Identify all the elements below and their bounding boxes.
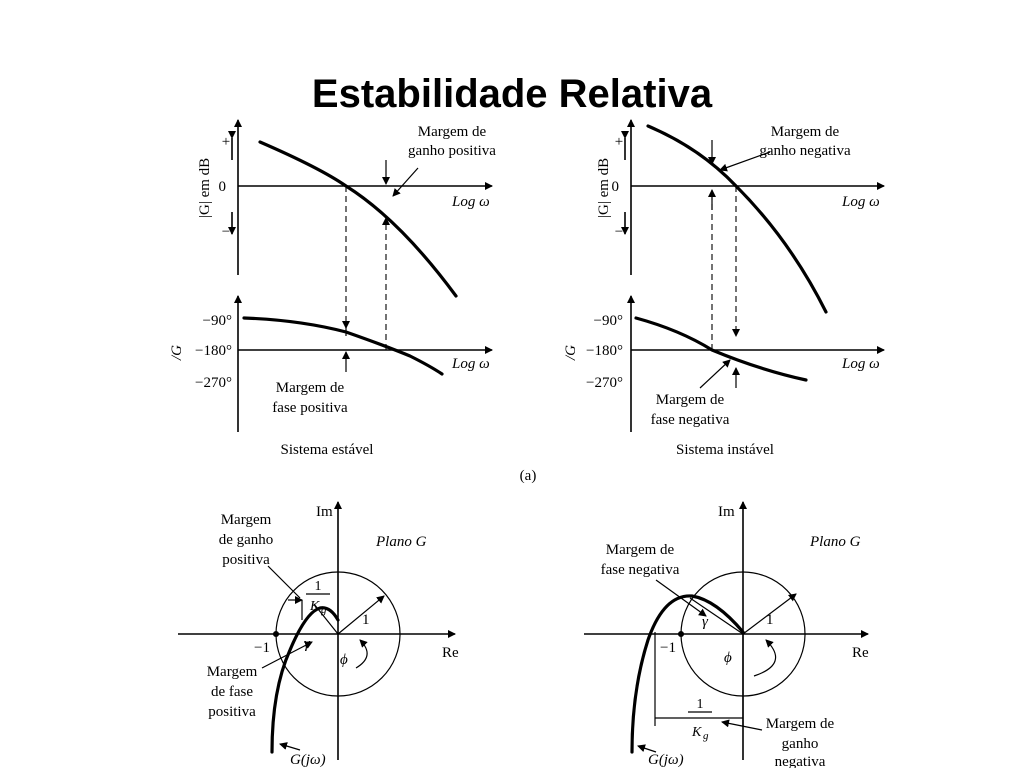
kg-numerator: 1 <box>697 697 704 712</box>
gain-margin-pointer <box>267 565 301 599</box>
mag-plus: + <box>222 134 230 150</box>
phi-arc <box>753 639 777 677</box>
gain-margin-label-1: Margem de <box>766 716 835 732</box>
radius-arrow <box>742 593 797 635</box>
kg-subscript: g <box>703 730 709 742</box>
mag-axis-label: |G| em dB <box>596 158 612 218</box>
gain-margin-label-2: de ganho <box>219 532 274 548</box>
mag-zero: 0 <box>219 179 227 195</box>
phase-margin-label-1: Margem de <box>606 542 675 558</box>
phase-margin-label-1: Margem de <box>276 380 345 396</box>
g-label-pointer <box>279 742 301 751</box>
gain-margin-label-2: ganho negativa <box>759 143 851 159</box>
phase-axis-label: /G <box>563 345 579 361</box>
g-label-pointer <box>637 744 657 753</box>
phase-tick-90: −90° <box>203 313 232 329</box>
mag-minus: − <box>615 224 623 240</box>
one-label: 1 <box>766 612 774 628</box>
minus-one-label: −1 <box>254 640 270 656</box>
kg-denominator: K <box>691 725 702 740</box>
phase-tick-180: −180° <box>586 343 623 359</box>
gain-margin-label-2: ganho <box>782 736 819 752</box>
nyquist-stable: Im Re Plano G −1 1 γ ϕ 1 K g Margem de g… <box>178 501 459 768</box>
gain-margin-label-2: ganho positiva <box>408 143 496 159</box>
im-label: Im <box>718 504 735 520</box>
minus-one-label: −1 <box>660 640 676 656</box>
gain-margin-pointer <box>392 167 419 197</box>
mag-zero: 0 <box>612 179 620 195</box>
phase-tick-270: −270° <box>195 375 232 391</box>
figure-label: (a) <box>520 468 537 484</box>
unstable-caption: Sistema instável <box>676 442 774 458</box>
im-label: Im <box>316 504 333 520</box>
phase-axis-label: /G <box>169 345 185 361</box>
mag-minus: − <box>222 224 230 240</box>
kg-denominator: K <box>309 599 320 614</box>
gain-margin-pointer <box>719 151 771 172</box>
phi-label: ϕ <box>340 652 348 668</box>
minus-one-point <box>273 631 279 637</box>
kg-subscript: g <box>321 604 327 616</box>
phase-margin-pointer <box>655 579 707 617</box>
nyquist-curve <box>630 594 745 754</box>
stable-caption: Sistema estável <box>281 442 374 458</box>
re-label: Re <box>852 645 869 661</box>
kg-numerator: 1 <box>315 579 322 594</box>
g-label: G(jω) <box>648 752 684 768</box>
page-title: Estabilidade Relativa <box>311 72 713 116</box>
re-label: Re <box>442 645 459 661</box>
bode-stable: + 0 − |G| em dB Log ω Margem de ganho po… <box>169 119 496 458</box>
phase-margin-pointer <box>261 641 313 669</box>
mag-axis-label: |G| em dB <box>197 158 213 218</box>
mag-plus: + <box>615 134 623 150</box>
phase-curve <box>634 316 808 382</box>
phase-curve <box>242 316 444 376</box>
plane-label: Plano G <box>809 534 861 550</box>
gain-margin-label-1: Margem de <box>418 124 487 140</box>
phase-tick-90: −90° <box>594 313 623 329</box>
radius-arrow <box>337 595 385 635</box>
gain-margin-pointer <box>721 719 763 731</box>
log-omega-label-phase: Log ω <box>451 356 490 372</box>
gain-margin-label-1: Margem <box>221 512 272 528</box>
gamma-label: γ <box>702 614 709 630</box>
phi-label: ϕ <box>724 650 732 666</box>
phase-margin-label-2: fase negativa <box>601 562 680 578</box>
g-label: G(jω) <box>290 752 326 768</box>
one-label: 1 <box>362 612 370 628</box>
gain-margin-label-3: negativa <box>775 754 826 768</box>
gain-margin-label-3: positiva <box>222 552 270 568</box>
phase-margin-pointer <box>699 359 731 389</box>
phase-margin-label-1: Margem <box>207 664 258 680</box>
phase-margin-label-2: fase negativa <box>651 412 730 428</box>
magnitude-curve <box>258 140 458 298</box>
log-omega-label: Log ω <box>841 194 880 210</box>
phase-tick-270: −270° <box>586 375 623 391</box>
phase-margin-label-3: positiva <box>208 704 256 720</box>
gain-margin-label-1: Margem de <box>771 124 840 140</box>
phi-arc <box>355 639 368 669</box>
phase-margin-label-1: Margem de <box>656 392 725 408</box>
plane-label: Plano G <box>375 534 427 550</box>
phase-margin-label-2: fase positiva <box>272 400 348 416</box>
nyquist-unstable: Im Re Plano G −1 1 γ ϕ 1 K g Margem de f… <box>584 501 869 768</box>
log-omega-label-phase: Log ω <box>841 356 880 372</box>
minus-one-point <box>678 631 684 637</box>
gamma-line <box>689 597 744 635</box>
log-omega-label: Log ω <box>451 194 490 210</box>
nyquist-curve <box>270 606 340 754</box>
phase-margin-label-2: de fase <box>211 684 253 700</box>
phase-tick-180: −180° <box>195 343 232 359</box>
bode-unstable: + 0 − |G| em dB Log ω Margem de ganho ne… <box>563 119 885 458</box>
